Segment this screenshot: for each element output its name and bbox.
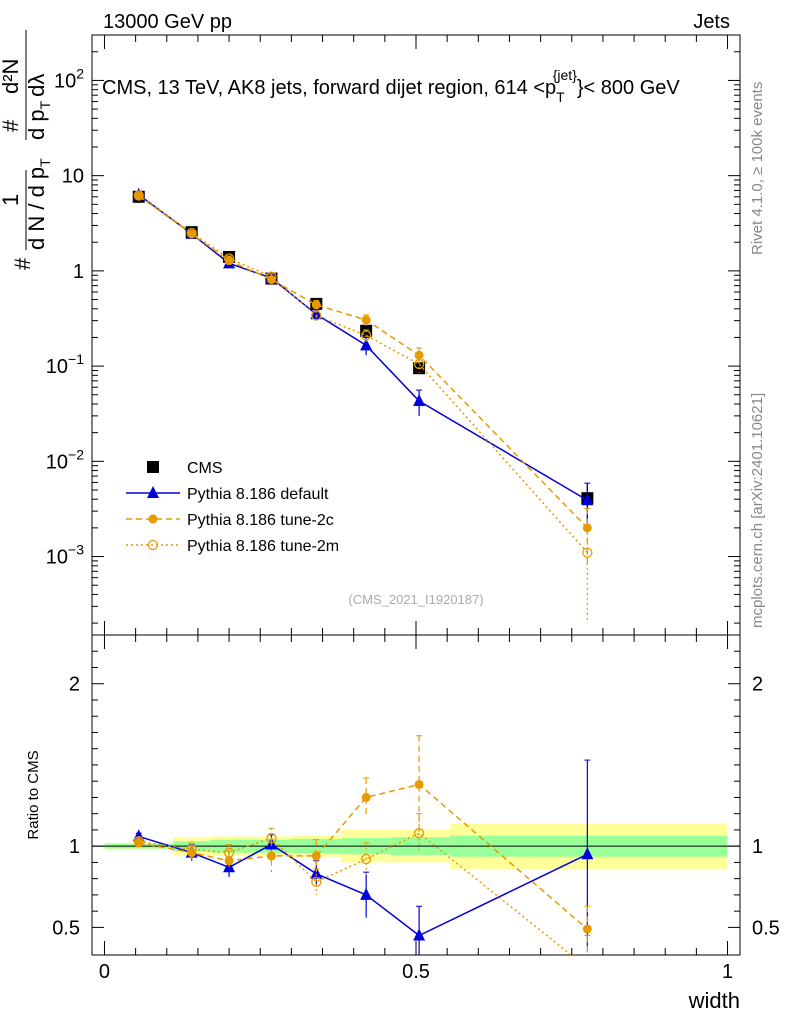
pythia-tune-2m-point — [133, 190, 144, 201]
header-left: 13000 GeV pp — [103, 11, 232, 33]
legend-pythia-tune-2c-label: Pythia 8.186 tune-2c — [187, 512, 334, 529]
y-tick-label: 102 — [54, 65, 84, 92]
header-right: Jets — [693, 11, 730, 33]
legend-pythia-tune-2m-label: Pythia 8.186 tune-2m — [187, 538, 339, 555]
y-label-d2n-den: d pTdλ — [24, 74, 53, 140]
pythia-tune-2m-ratio-point — [133, 836, 144, 847]
ratio-tick-label-right: 2 — [752, 674, 763, 696]
pythia-tune-2m-ratio-point — [266, 832, 277, 844]
pythia-tune-2m-point — [582, 547, 593, 558]
pythia-default-ratio-point — [413, 928, 426, 941]
pythia-tune-2m-ratio-point — [361, 854, 372, 865]
pythia-tune-2m-point — [413, 358, 425, 370]
pythia-tune-2m-ratio-point — [311, 876, 322, 888]
legend: CMS Pythia 8.186 default Pythia 8.186 tune… — [126, 460, 339, 555]
pythia-tune-2m-ratio-point — [186, 844, 197, 855]
x-tick-label: 1 — [722, 961, 733, 983]
y-tick-label: 10−1 — [46, 351, 84, 378]
pythia-tune-2c-ratio-point — [266, 851, 276, 861]
ratio-tick-label-left: 1 — [69, 836, 80, 858]
ratio-axis-ticks: 0.5 0.5 1 1 2 2 — [52, 650, 780, 939]
legend-cms-marker — [147, 461, 159, 473]
main-axis-ticks: 10−3 10−2 10−1 1 10 102 0 0.5 1 — [46, 34, 740, 983]
y-tick-label: 10−3 — [46, 542, 84, 569]
ratio-y-label: Ratio to CMS — [25, 750, 42, 839]
ratio-tick-label-left: 0.5 — [52, 917, 80, 939]
pythia-default-point — [413, 394, 426, 407]
pythia-default-ratio-point — [360, 887, 373, 900]
x-axis-label: width — [688, 988, 740, 1013]
y-label-numerator: 1 — [0, 194, 23, 206]
pythia-tune-2c-ratio-point — [311, 851, 321, 861]
main-series-layer — [132, 187, 594, 624]
y-label-d2n: d²N — [0, 59, 23, 94]
legend-pythia-tune-2m-marker — [147, 539, 159, 551]
y-tick-label: 10−2 — [46, 446, 84, 473]
y-label-hash2: # — [0, 119, 23, 132]
pythia-tune-2c-point — [361, 315, 371, 325]
legend-pythia-default-label: Pythia 8.186 default — [187, 486, 329, 503]
analysis-tag: (CMS_2021_I1920187) — [348, 592, 483, 607]
y-label-hash: # — [10, 257, 35, 270]
pythia-default-point — [581, 493, 594, 506]
x-tick-label: 0 — [99, 961, 110, 983]
pythia-default-point — [360, 338, 373, 351]
legend-pythia-default-marker — [147, 486, 159, 498]
pythia-tune-2c-point — [311, 300, 321, 310]
pythia-tune-2m-point — [186, 227, 197, 239]
pythia-tune-2c-ratio-point — [414, 779, 424, 789]
pythia-tune-2m-point — [361, 330, 372, 341]
pythia-tune-2c-ratio-point — [187, 848, 197, 858]
pythia-tune-2m-point — [223, 253, 235, 264]
y-label-denominator: d N / d pT — [24, 158, 53, 250]
pythia-tune-2c-point — [414, 350, 424, 360]
pythia-tune-2c-ratio-point — [361, 792, 371, 802]
x-tick-label: 0.5 — [402, 961, 430, 983]
pythia-tune-2c-line — [138, 195, 588, 529]
legend-pythia-tune-2c-marker — [148, 514, 158, 524]
pythia-default-ratio-point — [581, 847, 594, 860]
plot-title: CMS, 13 TeV, AK8 jets, forward dijet reg… — [102, 67, 680, 105]
ratio-tick-label-right: 0.5 — [752, 917, 780, 939]
pythia-default-point — [310, 307, 323, 320]
ratio-series-layer — [132, 735, 594, 956]
y-tick-label: 1 — [73, 261, 84, 283]
legend-cms-label: CMS — [187, 460, 223, 477]
pythia-tune-2m-point — [266, 271, 277, 282]
ratio-tick-label-right: 1 — [752, 836, 763, 858]
pythia-tune-2c-ratio-point — [582, 924, 592, 934]
rivet-version-label: Rivet 4.1.0, ≥ 100k events — [749, 82, 766, 255]
pythia-tune-2c-ratio-line — [138, 783, 588, 930]
ratio-tick-label-left: 2 — [69, 674, 80, 696]
pythia-default-ratio-point — [310, 866, 323, 879]
pythia-tune-2m-ratio-point — [223, 847, 235, 858]
pythia-tune-2m-point — [311, 310, 322, 321]
y-axis-label: # 1 d N / d pT # d²N d pTdλ — [0, 30, 53, 270]
pythia-tune-2m-ratio-point — [413, 828, 425, 839]
mcplots-label: mcplots.cern.ch [arXiv:2401.10621] — [749, 393, 766, 628]
ratio-plot-frame — [91, 634, 741, 956]
pythia-tune-2m-line — [138, 194, 588, 554]
y-tick-label: 10 — [62, 166, 84, 188]
